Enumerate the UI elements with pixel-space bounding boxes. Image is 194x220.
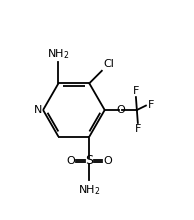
Text: F: F xyxy=(147,100,154,110)
Text: O: O xyxy=(67,156,75,166)
Text: O: O xyxy=(103,156,112,166)
Text: N: N xyxy=(34,105,42,115)
Text: O: O xyxy=(116,105,125,115)
Text: F: F xyxy=(135,125,141,134)
Text: NH$_2$: NH$_2$ xyxy=(47,47,70,61)
Text: NH$_2$: NH$_2$ xyxy=(78,183,100,197)
Text: F: F xyxy=(133,86,139,95)
Text: Cl: Cl xyxy=(104,59,115,70)
Text: S: S xyxy=(85,154,93,167)
